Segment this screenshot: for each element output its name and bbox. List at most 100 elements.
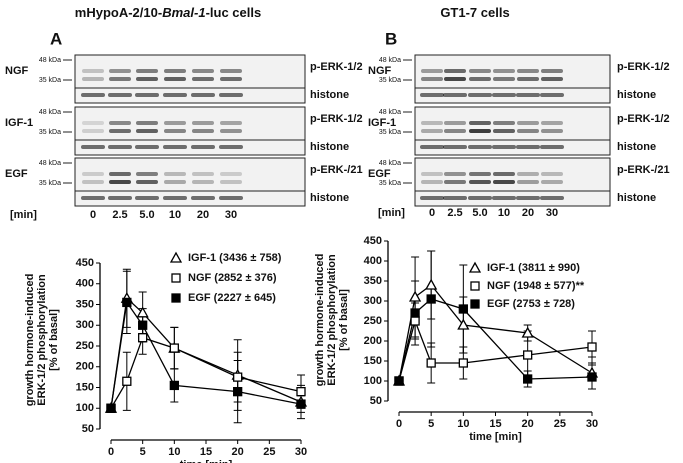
y-tick-label: 300 — [364, 295, 382, 307]
histone-band — [540, 196, 564, 200]
band — [421, 121, 443, 125]
time-value: 2.5 — [447, 207, 462, 219]
band — [136, 121, 158, 125]
x-tick-label: 30 — [295, 446, 307, 458]
histone-band — [443, 145, 467, 149]
time-value: 5.0 — [472, 207, 487, 219]
y-tick-label: 400 — [364, 255, 382, 267]
y-axis-label: ERK-1/2 phosphorylation — [326, 254, 338, 386]
x-axis-label: time [min] — [469, 431, 522, 443]
y-tick-label: 250 — [76, 340, 94, 352]
legend-label: EGF (2753 ± 728) — [487, 298, 575, 310]
y-tick-label: 350 — [364, 275, 382, 287]
band-label: p-ERK-/21 — [617, 164, 670, 176]
legend-label: NGF (1948 ± 577)** — [487, 280, 585, 292]
band — [136, 180, 158, 184]
legend-marker — [171, 293, 181, 303]
band — [517, 172, 539, 176]
histone-band — [468, 145, 492, 149]
band — [421, 172, 443, 176]
band — [164, 77, 186, 81]
band — [469, 121, 491, 125]
time-value: 5.0 — [139, 209, 154, 221]
band — [82, 129, 104, 133]
marker — [523, 374, 533, 384]
band — [517, 77, 539, 81]
band-label: histone — [617, 141, 656, 153]
marker — [587, 342, 597, 352]
time-value: 10 — [498, 207, 510, 219]
x-tick-label: 25 — [263, 446, 275, 458]
band-label: histone — [310, 141, 349, 153]
blot-label: IGF-1 — [5, 117, 33, 129]
blot-label: NGF — [368, 65, 392, 77]
band — [82, 121, 104, 125]
band — [109, 180, 131, 184]
band — [469, 129, 491, 133]
band — [82, 77, 104, 81]
legend-label: EGF (2227 ± 645) — [188, 292, 276, 304]
histone-band — [108, 145, 132, 149]
y-tick-label: 100 — [364, 375, 382, 387]
band — [82, 180, 104, 184]
x-tick-label: 5 — [140, 446, 146, 458]
marker — [138, 333, 148, 343]
band — [493, 172, 515, 176]
band — [444, 180, 466, 184]
y-axis-label: growth hormone-induced — [314, 254, 326, 387]
band — [541, 77, 563, 81]
panel-letter: A — [50, 29, 62, 48]
histone-band — [135, 196, 159, 200]
band-label: histone — [310, 89, 349, 101]
histone-band — [108, 93, 132, 97]
band — [444, 77, 466, 81]
y-tick-label: 400 — [76, 278, 94, 290]
y-tick-label: 300 — [76, 319, 94, 331]
marker — [394, 376, 404, 386]
legend-marker — [169, 251, 183, 263]
title-part: mHypoA-2/10- — [75, 5, 162, 20]
histone-band — [540, 145, 564, 149]
band — [421, 129, 443, 133]
legend-marker — [470, 299, 480, 309]
title-part: GT1-7 cells — [440, 5, 509, 20]
band — [109, 172, 131, 176]
band — [469, 172, 491, 176]
blot-label: EGF — [368, 168, 391, 180]
time-value: 0 — [90, 209, 96, 221]
marker — [296, 386, 306, 397]
y-tick-label: 200 — [76, 361, 94, 373]
y-tick-label: 50 — [82, 423, 94, 435]
series-line — [110, 336, 302, 409]
panel-letter: B — [385, 29, 397, 48]
marker — [426, 358, 436, 368]
band — [109, 77, 131, 81]
band — [421, 180, 443, 184]
band — [220, 172, 242, 176]
band-label: p-ERK-1/2 — [617, 61, 670, 73]
band — [421, 77, 443, 81]
band — [109, 69, 131, 73]
band — [541, 180, 563, 184]
band — [192, 129, 214, 133]
ladder-label: 35 kDa — [39, 77, 61, 84]
histone-band — [516, 196, 540, 200]
y-tick-label: 150 — [364, 355, 382, 367]
band — [220, 180, 242, 184]
band-label: histone — [310, 192, 349, 204]
legend-marker — [171, 273, 181, 283]
title-part: Bmal-1 — [162, 5, 205, 20]
band — [82, 69, 104, 73]
blot-label: EGF — [5, 168, 28, 180]
ladder-label: 35 kDa — [39, 129, 61, 136]
band — [493, 69, 515, 73]
histone-band — [81, 145, 105, 149]
band-label: histone — [617, 89, 656, 101]
series-line — [110, 300, 302, 409]
band — [444, 172, 466, 176]
y-tick-label: 350 — [76, 298, 94, 310]
marker — [458, 304, 468, 314]
legend-marker — [470, 281, 480, 291]
histone-band — [108, 196, 132, 200]
